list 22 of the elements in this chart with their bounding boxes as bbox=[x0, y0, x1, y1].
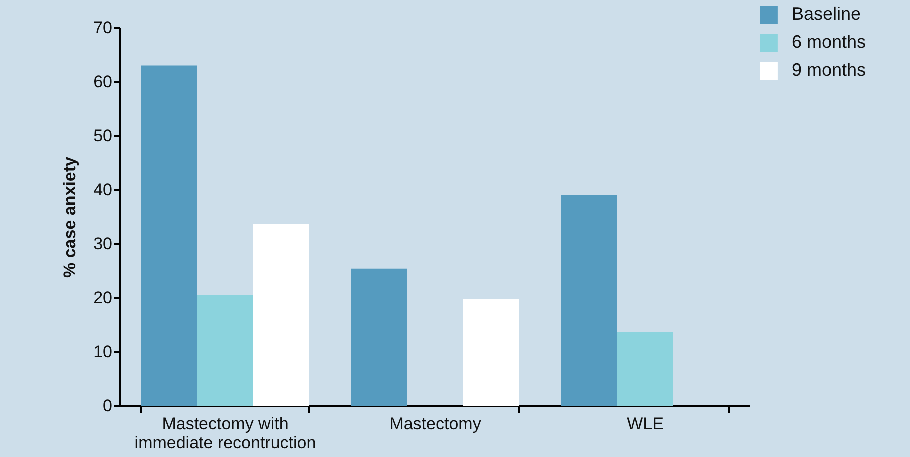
y-axis-title: % case anxiety bbox=[60, 156, 80, 278]
x-tick-label: WLE bbox=[627, 414, 664, 434]
legend-label: Baseline bbox=[792, 4, 862, 24]
x-tick-label: Mastectomy with immediate recontruction bbox=[134, 414, 316, 452]
legend-label: 6 months bbox=[792, 32, 866, 52]
bar bbox=[463, 299, 519, 406]
y-tick-label: 50 bbox=[94, 126, 112, 146]
bar bbox=[351, 268, 407, 406]
y-tick-label: 10 bbox=[94, 342, 112, 362]
y-tick-label: 0 bbox=[103, 396, 112, 416]
bar bbox=[141, 66, 197, 406]
y-tick-label: 20 bbox=[94, 288, 112, 308]
legend-label: 9 months bbox=[792, 60, 866, 80]
bar bbox=[617, 332, 673, 406]
y-tick-label: 60 bbox=[94, 72, 112, 92]
bar bbox=[197, 295, 253, 406]
y-tick-label: 70 bbox=[94, 18, 112, 38]
x-tick-label: Mastectomy bbox=[390, 414, 482, 434]
y-tick-label: 40 bbox=[94, 180, 112, 200]
y-tick-label: 30 bbox=[94, 234, 112, 254]
bar bbox=[561, 195, 617, 406]
bar bbox=[253, 224, 309, 406]
